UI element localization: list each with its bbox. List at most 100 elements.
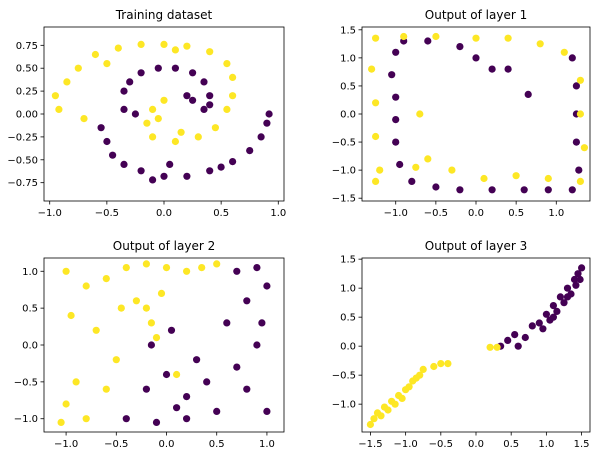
- scatter-point-class-0: [233, 267, 241, 275]
- scatter-point-class-1: [412, 374, 420, 382]
- scatter-point-class-0: [193, 356, 201, 364]
- scatter-point-class-1: [444, 360, 452, 368]
- scatter-point-class-0: [263, 282, 271, 290]
- scatter-point-class-1: [412, 163, 420, 171]
- scatter-point-class-0: [504, 336, 512, 344]
- scatter-point-class-0: [258, 319, 266, 327]
- scatter-point-class-0: [524, 90, 532, 98]
- scatter-point-class-1: [117, 304, 125, 312]
- scatter-point-class-0: [189, 96, 197, 104]
- y-tick-label: 1.5: [340, 25, 356, 36]
- x-tick-label: 1.5: [574, 439, 590, 450]
- scatter-point-class-0: [213, 407, 221, 415]
- scatter-point-class-1: [372, 99, 380, 107]
- scatter-point-class-1: [132, 297, 140, 305]
- subplot-3: Output of layer 2 −1.0 −0.5 0.0 0.5 1.0 −1.0 −0…: [14, 239, 285, 450]
- scatter-point-class-0: [520, 186, 528, 194]
- scatter-point-class-0: [243, 385, 251, 393]
- scatter-point-class-0: [243, 297, 251, 305]
- scatter-point-class-0: [542, 310, 551, 318]
- scatter-point-class-1: [143, 119, 151, 127]
- scatter-point-class-0: [392, 48, 400, 56]
- scatter-point-class-0: [576, 275, 584, 284]
- scatter-point-class-0: [246, 147, 254, 155]
- scatter-point-class-1: [149, 133, 157, 141]
- scatter-point-class-0: [521, 333, 529, 342]
- y-tick-label: −1.5: [332, 194, 356, 205]
- scatter-point-class-0: [568, 54, 576, 62]
- y-tick-label: 0.75: [16, 41, 38, 52]
- scatter-point-class-1: [536, 40, 544, 48]
- scatter-point-class-0: [424, 37, 432, 45]
- y-tick-label: 0.5: [22, 304, 38, 315]
- y-tick-label: −0.5: [332, 371, 356, 382]
- scatter-point-class-0: [488, 186, 496, 194]
- scatter-point-class-0: [200, 105, 208, 113]
- x-tick-label: 0.5: [213, 208, 229, 219]
- scatter-point-class-1: [493, 343, 501, 351]
- scatter-point-class-0: [549, 313, 558, 321]
- scatter-point-class-0: [122, 415, 130, 423]
- scatter-point-class-1: [114, 44, 122, 52]
- scatter-point-class-0: [408, 177, 416, 185]
- scatter-point-class-0: [154, 64, 162, 72]
- scatter-point-class-1: [437, 360, 445, 368]
- y-tick-label: 1.0: [22, 267, 38, 278]
- scatter-point-class-1: [149, 105, 157, 113]
- scatter-points: [368, 32, 589, 194]
- scatter-point-class-1: [472, 34, 480, 42]
- scatter-point-class-0: [563, 284, 572, 292]
- scatter-point-class-0: [560, 299, 568, 307]
- scatter-point-class-1: [154, 115, 162, 123]
- scatter-point-class-1: [194, 133, 202, 141]
- axes-frame: [43, 257, 285, 433]
- scatter-point-class-0: [265, 110, 273, 118]
- scatter-point-class-0: [456, 43, 464, 51]
- scatter-point-class-1: [424, 155, 432, 163]
- scatter-point-class-0: [456, 186, 464, 194]
- scatter-point-class-1: [74, 64, 82, 72]
- scatter-point-class-0: [152, 418, 161, 426]
- scatter-point-class-1: [372, 177, 380, 185]
- scatter-point-class-1: [147, 319, 155, 327]
- scatter-point-class-1: [211, 124, 219, 132]
- scatter-point-class-1: [171, 46, 179, 54]
- scatter-point-class-0: [257, 133, 265, 141]
- scatter-point-class-0: [97, 124, 105, 132]
- scatter-point-class-0: [549, 302, 558, 310]
- scatter-point-class-1: [183, 42, 191, 50]
- scatter-point-class-0: [160, 172, 168, 180]
- scatter-point-class-0: [563, 293, 572, 301]
- scatter-point-class-0: [120, 105, 128, 113]
- scatter-point-class-0: [504, 65, 512, 73]
- scatter-point-class-0: [388, 71, 396, 79]
- x-tick-label: −0.5: [95, 208, 119, 219]
- scatter-point-class-1: [223, 105, 231, 113]
- y-tick-label: 0.5: [340, 313, 356, 324]
- scatter-point-class-1: [51, 92, 60, 100]
- scatter-point-class-0: [572, 138, 581, 146]
- y-tick-label: −1.0: [332, 400, 356, 411]
- subplot-title: Output of layer 2: [113, 239, 215, 253]
- scatter-point-class-1: [63, 78, 71, 86]
- scatter-point-class-1: [82, 415, 90, 423]
- y-tick-label: 1.0: [340, 53, 356, 64]
- scatter-point-class-0: [126, 78, 134, 86]
- scatter-point-class-0: [392, 116, 400, 124]
- y-tick-label: 0.50: [16, 64, 38, 75]
- scatter-point-class-1: [430, 362, 438, 371]
- scatter-point-class-1: [405, 383, 413, 391]
- x-tick-label: 1.0: [538, 439, 554, 450]
- scatter-point-class-1: [504, 34, 512, 42]
- scatter-point-class-1: [160, 40, 168, 49]
- subplot-1: Training dataset −1.0 −0.5 0.0 0.5 1.0 −0.75 −0…: [7, 8, 286, 219]
- y-tick-label: 0.5: [340, 81, 356, 92]
- x-tick-label: −1.0: [393, 439, 417, 450]
- scatter-point-class-0: [432, 183, 440, 191]
- scatter-point-class-1: [91, 50, 99, 59]
- scatter-point-class-1: [213, 260, 221, 268]
- scatter-point-class-1: [512, 172, 520, 180]
- scatter-point-class-0: [575, 166, 583, 174]
- scatter-point-class-0: [206, 101, 214, 109]
